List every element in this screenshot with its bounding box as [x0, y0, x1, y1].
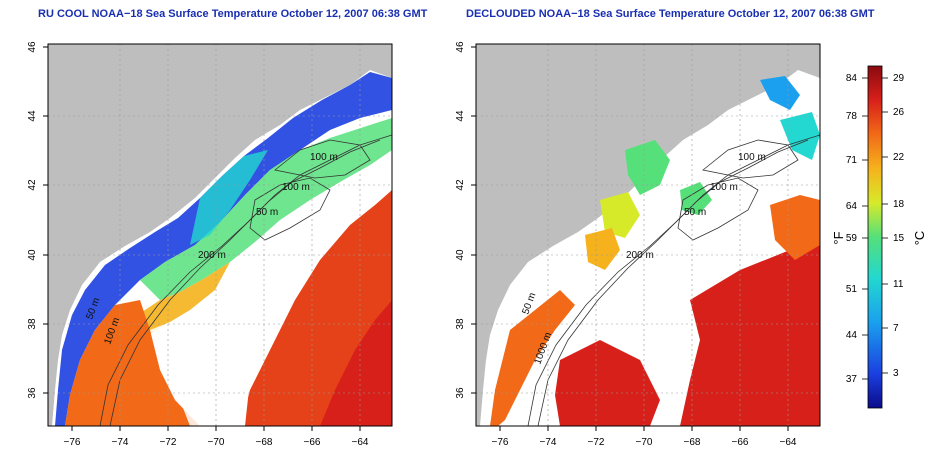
- x-tick-label: −70: [208, 437, 225, 448]
- y-axis: 46 44 42 40 38 36: [27, 41, 48, 399]
- y-axis: 46 44 42 40 38 36: [455, 41, 476, 399]
- colorbar: 84 78 71 64 59 51 44 37 29 26 22 18 15 1…: [831, 65, 927, 409]
- x-tick-label: −66: [304, 437, 321, 448]
- c-tick-label: 26: [893, 107, 905, 118]
- f-tick-label: 51: [846, 284, 858, 295]
- f-tick-label: 71: [846, 155, 858, 166]
- c-tick-label: 15: [893, 233, 905, 244]
- map-frame: [475, 43, 821, 427]
- lat-lon-grid: [476, 44, 820, 426]
- f-tick-label: 84: [846, 73, 858, 84]
- x-tick-label: −76: [492, 437, 509, 448]
- f-tick-label: 64: [846, 201, 858, 212]
- fahrenheit-scale: 84 78 71 64 59 51 44 37: [846, 73, 858, 385]
- y-tick-label: 46: [27, 41, 38, 53]
- x-axis: −76 −74 −72 −70 −68 −66 −64: [64, 426, 369, 448]
- x-tick-label: −74: [112, 437, 129, 448]
- x-tick-label: −64: [780, 437, 797, 448]
- y-tick-label: 42: [455, 179, 466, 191]
- f-tick-label: 37: [846, 374, 858, 385]
- left-map-title: RU COOL NOAA−18 Sea Surface Temperature …: [38, 8, 428, 20]
- c-tick-label: 22: [893, 152, 905, 163]
- x-tick-label: −74: [540, 437, 557, 448]
- y-tick-label: 36: [455, 387, 466, 399]
- contour-label: 50 m: [684, 207, 706, 218]
- contour-label: 100 m: [710, 182, 738, 193]
- y-tick-label: 44: [455, 110, 466, 122]
- right-map-title: DECLOUDED NOAA−18 Sea Surface Temperatur…: [466, 8, 875, 20]
- y-tick-label: 42: [27, 179, 38, 191]
- land-mass: [48, 44, 392, 426]
- bathymetry-contours: [527, 134, 820, 426]
- fahrenheit-unit-label: °F: [831, 231, 846, 244]
- bathymetry-contours: [99, 134, 392, 426]
- x-tick-label: −68: [684, 437, 701, 448]
- contour-label: 200 m: [626, 250, 654, 261]
- x-tick-label: −72: [588, 437, 605, 448]
- map-frame: [47, 43, 393, 427]
- colorbar-gradient: [867, 65, 883, 409]
- y-tick-label: 38: [455, 318, 466, 330]
- y-tick-label: 36: [27, 387, 38, 399]
- c-tick-label: 18: [893, 199, 905, 210]
- contour-label: 50 m: [256, 207, 278, 218]
- celsius-unit-label: °C: [912, 231, 927, 246]
- c-tick-label: 7: [893, 323, 899, 334]
- c-tick-label: 29: [893, 73, 905, 84]
- celsius-scale: 29 26 22 18 15 11 7 3: [893, 73, 905, 379]
- c-tick-label: 3: [893, 368, 899, 379]
- right-map: 100 m 100 m 50 m 200 m 50 m 1000 m −76 −…: [455, 41, 821, 448]
- lat-lon-grid: [48, 44, 392, 426]
- x-tick-label: −64: [352, 437, 369, 448]
- y-tick-label: 40: [455, 249, 466, 261]
- f-tick-label: 59: [846, 233, 858, 244]
- f-tick-label: 78: [846, 111, 858, 122]
- c-tick-label: 11: [893, 279, 904, 290]
- x-tick-label: −66: [732, 437, 749, 448]
- x-tick-label: −72: [160, 437, 177, 448]
- f-tick-label: 44: [846, 330, 858, 341]
- contour-label: 100 m: [282, 182, 310, 193]
- x-axis: −76 −74 −72 −70 −68 −66 −64: [492, 426, 797, 448]
- contour-label: 100 m: [310, 152, 338, 163]
- contour-label: 100 m: [738, 152, 766, 163]
- contour-label: 200 m: [198, 250, 226, 261]
- left-map: 100 m 100 m 50 m 200 m 50 m 100 m −76 −7…: [27, 41, 393, 448]
- y-tick-label: 40: [27, 249, 38, 261]
- x-tick-label: −70: [636, 437, 653, 448]
- x-tick-label: −76: [64, 437, 81, 448]
- y-tick-label: 38: [27, 318, 38, 330]
- x-tick-label: −68: [256, 437, 273, 448]
- y-tick-label: 44: [27, 110, 38, 122]
- land-mass: [476, 44, 820, 426]
- y-tick-label: 46: [455, 41, 466, 53]
